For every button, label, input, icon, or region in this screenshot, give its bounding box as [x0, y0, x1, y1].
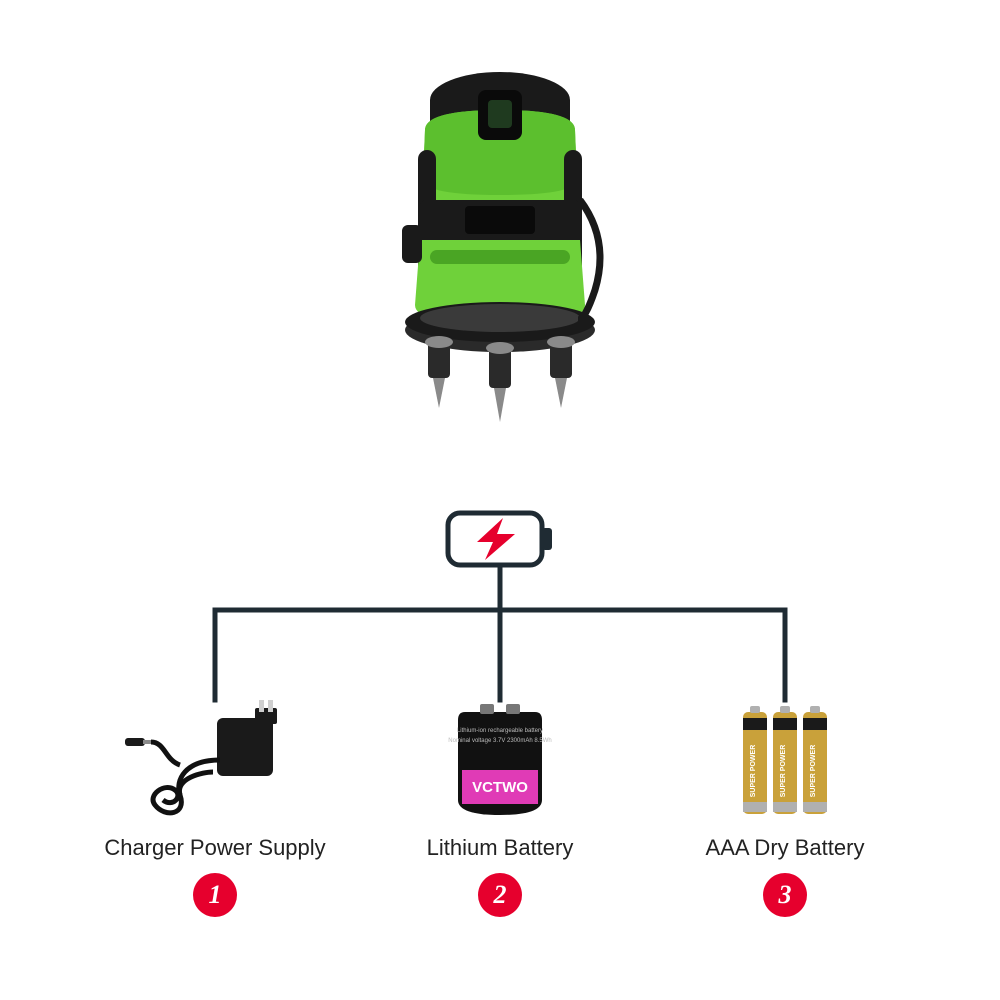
option-label: AAA Dry Battery: [655, 835, 915, 861]
svg-text:Nominal voltage 3.7V 2300mAh: Nominal voltage 3.7V 2300mAh 8.5Wh: [448, 738, 551, 744]
option-aaa: SUPER POWER SUPER POWER SUPER POWER AAA …: [655, 700, 915, 917]
option-label: Lithium Battery: [370, 835, 630, 861]
svg-text:SUPER POWER: SUPER POWER: [780, 745, 787, 798]
svg-text:SUPER POWER: SUPER POWER: [750, 745, 757, 798]
badge-number: 2: [494, 880, 507, 910]
charger-image: [125, 700, 305, 820]
battery-icon: [445, 510, 555, 568]
lithium-image: VCTWO Lithium-ion rechargeable battery N…: [410, 700, 590, 820]
option-lithium: VCTWO Lithium-ion rechargeable battery N…: [370, 700, 630, 917]
badge-number: 3: [779, 880, 792, 910]
aaa-image: SUPER POWER SUPER POWER SUPER POWER: [695, 700, 875, 820]
option-charger: Charger Power Supply 1: [85, 700, 345, 917]
svg-text:Lithium-ion rechargeable batte: Lithium-ion rechargeable battery: [457, 728, 543, 734]
option-label: Charger Power Supply: [85, 835, 345, 861]
laser-level-product: [370, 60, 630, 450]
option-badge: 3: [763, 873, 807, 917]
svg-text:SUPER POWER: SUPER POWER: [810, 745, 817, 798]
svg-text:VCTWO: VCTWO: [472, 779, 528, 796]
option-badge: 2: [478, 873, 522, 917]
option-badge: 1: [193, 873, 237, 917]
badge-number: 1: [209, 880, 222, 910]
